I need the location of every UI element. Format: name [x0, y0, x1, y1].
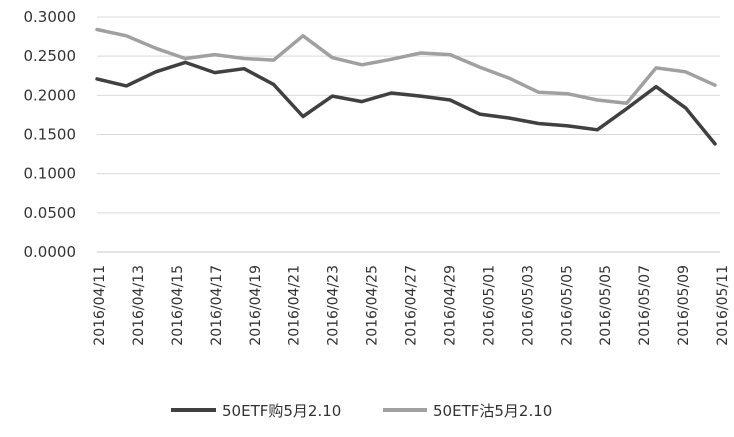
x-tick-label: 2016/04/13 — [131, 265, 147, 346]
legend: 50ETF购5月2.10 50ETF沽5月2.10 — [171, 402, 552, 420]
legend-label-series-2: 50ETF沽5月2.10 — [433, 402, 552, 420]
x-tick-label: 2016/05/07 — [637, 265, 653, 346]
legend-label-series-1: 50ETF购5月2.10 — [222, 402, 341, 420]
y-tick-label: 0.2000 — [24, 86, 77, 104]
x-tick-label: 2016/04/17 — [209, 265, 225, 346]
series-line-2 — [95, 27, 717, 105]
x-tick-label: 2016/04/11 — [92, 265, 108, 346]
series-lines — [95, 27, 717, 146]
x-tick-label: 2016/04/27 — [404, 265, 420, 346]
x-tick-label: 2016/04/29 — [442, 265, 458, 346]
x-tick-label: 2016/04/21 — [287, 265, 303, 346]
y-tick-label: 0.0000 — [24, 243, 77, 261]
y-axis: 0.0000 0.0500 0.1000 0.1500 0.2000 0.2500 0.30… — [24, 8, 77, 261]
x-tick-label: 2016/05/11 — [715, 265, 731, 346]
x-tick-label: 2016/05/03 — [520, 265, 536, 346]
x-tick-label: 2016/05/09 — [676, 265, 692, 346]
x-tick-label: 2016/05/05 — [559, 265, 575, 346]
y-tick-label: 0.3000 — [24, 8, 77, 26]
series-line-1 — [95, 60, 717, 146]
x-tick-label: 2016/05/05 — [598, 265, 614, 346]
x-tick-label: 2016/04/19 — [248, 265, 264, 346]
x-tick-label: 2016/04/23 — [326, 265, 342, 346]
y-tick-label: 0.1500 — [24, 126, 77, 144]
gridlines — [97, 16, 720, 214]
y-tick-label: 0.2500 — [24, 47, 77, 65]
x-tick-label: 2016/04/25 — [365, 265, 381, 346]
x-tick-label: 2016/04/15 — [170, 265, 186, 346]
x-tick-label: 2016/05/01 — [481, 265, 497, 346]
y-tick-label: 0.0500 — [24, 204, 77, 222]
y-tick-label: 0.1000 — [24, 165, 77, 183]
x-tick-labels: 2016/04/11 2016/04/13 2016/04/15 2016/04/17… — [92, 265, 731, 346]
